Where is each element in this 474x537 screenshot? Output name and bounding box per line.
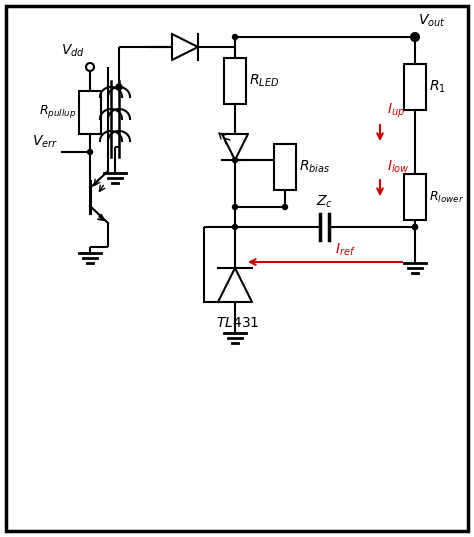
Text: $Z_c$: $Z_c$ (317, 194, 334, 210)
Bar (274, 144, 296, 190)
Bar (224, 58, 246, 104)
Text: $I_{up}$: $I_{up}$ (387, 101, 405, 120)
Text: $R_{lower}$: $R_{lower}$ (429, 190, 464, 205)
Bar (404, 64, 426, 110)
Circle shape (233, 205, 237, 209)
FancyBboxPatch shape (6, 6, 468, 531)
Text: $R_{pullup}$: $R_{pullup}$ (39, 104, 76, 120)
Text: $V_{err}$: $V_{err}$ (32, 134, 58, 150)
Text: $I_{low}$: $I_{low}$ (387, 158, 410, 175)
Circle shape (88, 149, 92, 155)
Circle shape (233, 224, 237, 229)
Circle shape (283, 205, 288, 209)
Text: $V_{out}$: $V_{out}$ (418, 12, 446, 29)
Text: $R_{bias}$: $R_{bias}$ (299, 159, 330, 175)
Circle shape (233, 34, 237, 40)
Circle shape (233, 157, 237, 163)
Circle shape (116, 84, 122, 90)
Text: $TL431$: $TL431$ (216, 316, 260, 330)
Polygon shape (218, 268, 252, 302)
Polygon shape (222, 134, 248, 160)
Text: $R_{LED}$: $R_{LED}$ (249, 73, 279, 89)
Text: $V_{dd}$: $V_{dd}$ (61, 42, 85, 59)
Bar (404, 174, 426, 220)
Text: $R_1$: $R_1$ (429, 79, 446, 95)
Bar (79, 91, 101, 134)
Text: $I_{ref}$: $I_{ref}$ (335, 242, 356, 258)
Circle shape (412, 224, 418, 229)
Circle shape (412, 34, 418, 40)
Circle shape (412, 224, 418, 229)
Polygon shape (172, 34, 198, 60)
